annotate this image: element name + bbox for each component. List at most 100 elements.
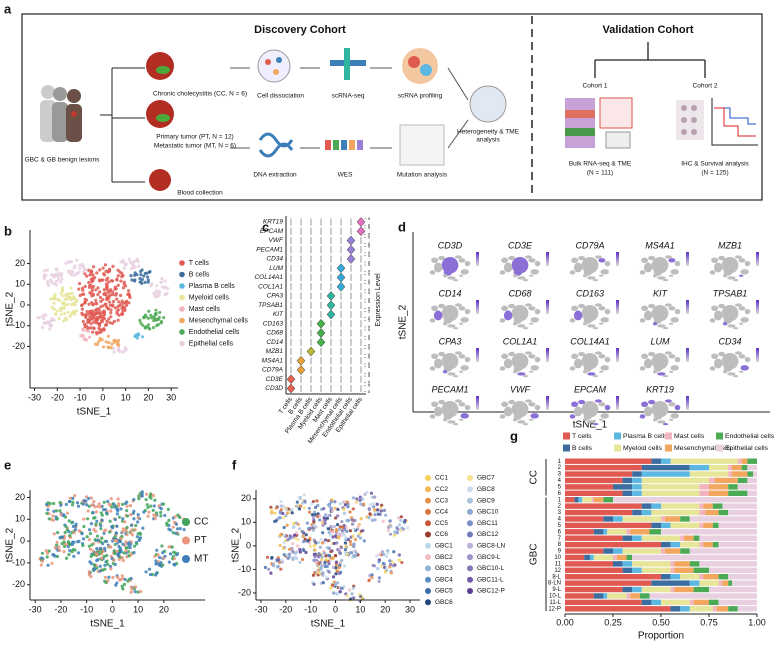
- cell-point: [142, 274, 146, 278]
- feature-cluster: [573, 406, 583, 417]
- cell-point: [370, 495, 375, 499]
- bar-segment: [709, 586, 757, 593]
- feature-cluster: [511, 257, 529, 274]
- cell-point: [318, 518, 322, 522]
- cell-point: [49, 324, 54, 328]
- cell-point: [55, 309, 60, 313]
- bar-segment: [741, 464, 748, 471]
- legend-label: GBC1: [435, 543, 453, 550]
- cell-point: [85, 309, 89, 314]
- cell-point: [165, 523, 169, 527]
- feature-cluster: [573, 262, 583, 273]
- bar-segment: [680, 606, 690, 612]
- cell-point: [334, 534, 338, 538]
- cell-point: [84, 338, 89, 342]
- cell-point: [62, 513, 66, 517]
- cell-point: [88, 528, 92, 532]
- bar-segment: [613, 548, 623, 554]
- row-label: 12: [554, 568, 561, 574]
- cell-point: [49, 297, 53, 301]
- cell-point: [313, 558, 317, 562]
- bar-segment: [574, 497, 579, 503]
- cell-point: [134, 523, 138, 528]
- bar-segment: [661, 522, 671, 529]
- row-tick-label: 5: [368, 382, 371, 387]
- cell-point: [379, 506, 383, 510]
- cell-point: [343, 503, 348, 507]
- label: IHC & Survival analysis: [681, 161, 749, 168]
- feature-cluster: [524, 399, 532, 403]
- cell-point: [154, 289, 159, 293]
- bar-segment: [641, 471, 690, 477]
- color-bar: [476, 396, 479, 410]
- cell-point: [111, 561, 115, 566]
- feature-cluster: [501, 257, 509, 264]
- cell-point: [312, 543, 317, 548]
- feature-cluster: [508, 351, 516, 357]
- bar-segment: [689, 606, 713, 612]
- cell-point: [136, 332, 140, 336]
- bar-segment: [712, 522, 719, 529]
- cell-point: [98, 338, 102, 342]
- cell-point: [113, 285, 117, 289]
- feature-cluster: [443, 317, 453, 324]
- bar-segment: [626, 529, 631, 535]
- cell-point: [302, 540, 306, 544]
- cell-point: [122, 551, 126, 555]
- feature-cluster: [594, 399, 602, 403]
- row-label: 5: [558, 523, 562, 529]
- cell-point: [296, 537, 300, 542]
- feature-cluster: [581, 305, 599, 322]
- legend-marker: [179, 294, 185, 301]
- legend-swatch: [716, 444, 723, 452]
- bar-segment: [705, 509, 719, 516]
- bar-segment: [603, 516, 613, 522]
- feature-cluster: [670, 365, 679, 371]
- legend-marker: [425, 554, 431, 561]
- feature-cluster: [713, 262, 723, 273]
- legend-swatch: [563, 432, 570, 440]
- bar-segment: [565, 484, 613, 490]
- cell-point: [342, 527, 347, 531]
- cell-point: [61, 294, 66, 298]
- bar-segment: [639, 593, 650, 599]
- cell-point: [133, 266, 137, 270]
- cell-point: [145, 275, 150, 279]
- cell-point: [60, 535, 65, 539]
- cell-point: [58, 298, 62, 302]
- cell-point: [173, 551, 177, 555]
- cell-point: [352, 527, 356, 531]
- feature-cluster: [592, 327, 599, 330]
- legend-marker: [467, 531, 473, 538]
- bar-segment: [699, 561, 757, 567]
- cell-point: [120, 556, 124, 560]
- bar-segment: [613, 561, 623, 567]
- cell-point: [388, 565, 392, 569]
- feature-cluster: [739, 274, 744, 277]
- bar-segment: [651, 522, 661, 529]
- y-tick-label: 10: [15, 514, 25, 524]
- bar-segment: [699, 574, 704, 580]
- cell-point: [45, 511, 49, 516]
- cell-point: [65, 528, 69, 532]
- feature-cluster: [513, 322, 518, 326]
- cell-point: [116, 318, 120, 322]
- cell-point: [111, 279, 115, 283]
- cell-point: [49, 273, 53, 277]
- feature-cluster: [464, 308, 471, 315]
- cell-point: [91, 503, 95, 507]
- legend-swatch: [563, 444, 570, 452]
- cell-point: [147, 510, 151, 514]
- bar-segment: [753, 471, 757, 477]
- cell-point: [115, 309, 119, 314]
- bar-segment: [699, 503, 704, 509]
- cell-point: [168, 552, 173, 556]
- cell-point: [397, 523, 402, 527]
- feature-cluster: [674, 260, 681, 267]
- cell-point: [338, 571, 342, 576]
- feature-cluster: [458, 354, 466, 359]
- bar-segment: [589, 554, 594, 561]
- cell-point: [338, 590, 342, 594]
- cell-point: [291, 550, 295, 554]
- bar-segment: [699, 490, 709, 496]
